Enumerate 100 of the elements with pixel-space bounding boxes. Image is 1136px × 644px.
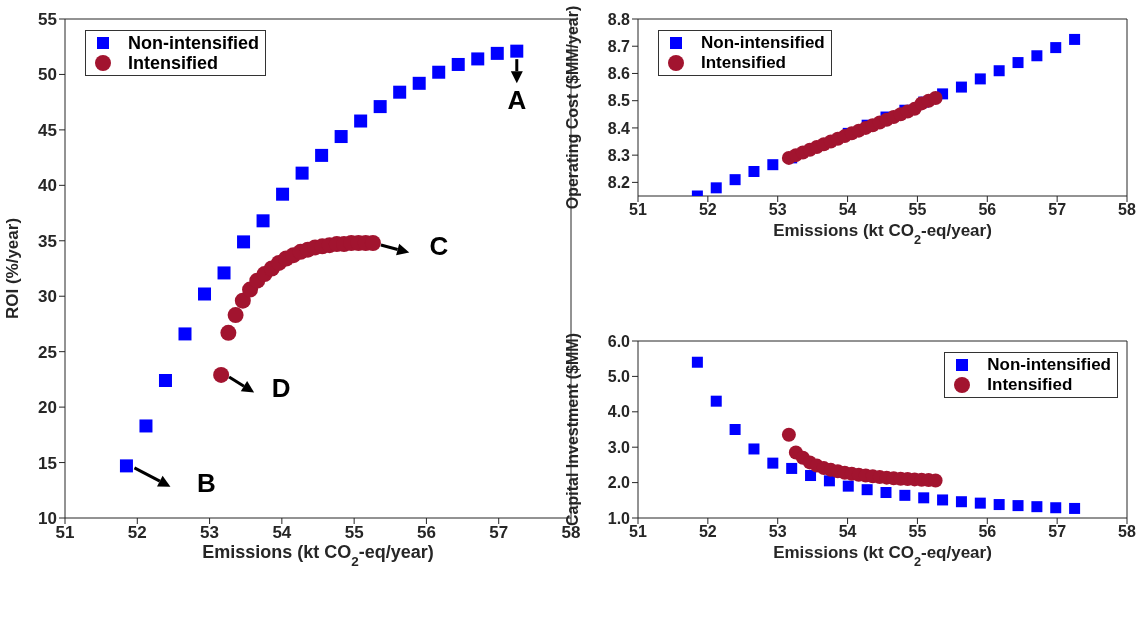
x-tick-label: 52: [698, 523, 717, 541]
point: [1031, 50, 1043, 62]
point: [315, 148, 329, 162]
x-tick-label: 57: [1048, 201, 1067, 219]
point: [928, 90, 943, 105]
point: [993, 65, 1005, 77]
point: [237, 235, 251, 249]
y-tick-label: 3.0: [607, 438, 631, 456]
point: [748, 165, 760, 177]
legend-label: Intensified: [987, 375, 1073, 395]
x-axis-title: Emissions (kt CO$_{2}$-eq/year): [773, 221, 992, 247]
y-tick-label: 15: [38, 453, 57, 473]
y-tick-label: 10: [38, 509, 57, 529]
annotation: D: [271, 372, 291, 403]
annotation: A: [507, 85, 527, 116]
point: [354, 114, 368, 128]
y-tick-label: 8.6: [607, 65, 631, 83]
x-tick-label: 52: [127, 523, 147, 543]
x-tick-label: 58: [1118, 201, 1136, 219]
point: [178, 327, 192, 341]
point: [767, 159, 779, 171]
point: [198, 287, 212, 301]
y-axis-title: ROI (%/year): [3, 217, 22, 320]
point: [1050, 42, 1062, 54]
y-tick-label: 25: [38, 342, 57, 362]
point: [432, 65, 446, 79]
x-tick-label: 55: [908, 201, 927, 219]
point: [119, 459, 133, 473]
point: [158, 374, 172, 387]
point: [729, 424, 741, 435]
x-tick-label: 53: [200, 523, 220, 543]
x-tick-label: 52: [698, 201, 717, 219]
x-tick-label: 54: [272, 523, 292, 543]
x-tick-label: 53: [768, 523, 787, 541]
point: [227, 307, 244, 324]
point: [786, 462, 798, 474]
point: [899, 489, 911, 501]
y-tick-label: 8.5: [607, 92, 631, 110]
point: [880, 487, 892, 499]
x-axis-title: Emissions (kt CO$_{2}$-eq/year): [202, 542, 434, 569]
point: [1031, 501, 1043, 513]
x-tick-label: 51: [55, 523, 75, 543]
y-tick-label: 8.3: [607, 146, 631, 164]
y-tick-label: 1.0: [607, 509, 631, 527]
point: [955, 496, 967, 508]
point: [1069, 502, 1081, 514]
point: [805, 470, 817, 482]
point: [691, 356, 703, 368]
point: [918, 492, 930, 504]
point: [256, 214, 270, 228]
legend-label: Intensified: [701, 53, 787, 73]
x-tick-label: 55: [344, 523, 364, 543]
y-tick-label: 8.2: [607, 174, 631, 192]
y-tick-label: 8.7: [607, 37, 631, 55]
x-tick-label: 54: [838, 523, 857, 541]
y-tick-label: 40: [38, 176, 57, 196]
x-tick-label: 58: [1118, 523, 1136, 541]
legend-label: Intensified: [128, 53, 219, 73]
point: [842, 480, 854, 492]
y-tick-label: 8.8: [607, 10, 631, 28]
point: [1012, 500, 1024, 512]
x-tick-label: 53: [768, 201, 787, 219]
x-tick-label: 56: [978, 201, 997, 219]
annotation: C: [429, 231, 449, 261]
y-tick-label: 35: [38, 231, 57, 251]
y-tick-label: 20: [38, 398, 57, 418]
x-axis-title: Emissions (kt CO$_{2}$-eq/year): [773, 543, 992, 569]
y-tick-label: 4.0: [607, 403, 631, 421]
point: [1050, 502, 1062, 514]
point: [295, 166, 309, 180]
x-tick-label: 56: [416, 523, 436, 543]
legend-label: Non-intensified: [701, 33, 825, 53]
y-tick-label: 5.0: [607, 368, 631, 386]
point: [334, 130, 348, 144]
legend-label: Non-intensified: [128, 33, 259, 53]
point: [974, 497, 986, 509]
point: [490, 46, 504, 60]
point: [955, 81, 967, 93]
point: [937, 494, 949, 506]
point: [234, 292, 251, 309]
y-tick-label: 8.4: [607, 119, 631, 137]
annotation: B: [197, 467, 216, 498]
point: [993, 499, 1005, 511]
point: [412, 76, 426, 90]
point: [781, 427, 796, 442]
point: [220, 324, 237, 341]
legend-label: Non-intensified: [987, 355, 1111, 375]
point: [471, 52, 485, 66]
point: [217, 266, 231, 280]
x-tick-label: 56: [978, 523, 997, 541]
point: [729, 174, 741, 186]
y-tick-label: 30: [38, 287, 57, 307]
x-tick-label: 57: [489, 523, 509, 543]
point: [139, 419, 153, 433]
x-tick-label: 51: [629, 523, 647, 541]
y-axis-title: Operating Cost ($MM/year): [564, 5, 581, 210]
point: [1012, 57, 1024, 69]
x-tick-label: 57: [1048, 523, 1067, 541]
point: [510, 44, 524, 58]
y-tick-label: 55: [38, 10, 57, 30]
